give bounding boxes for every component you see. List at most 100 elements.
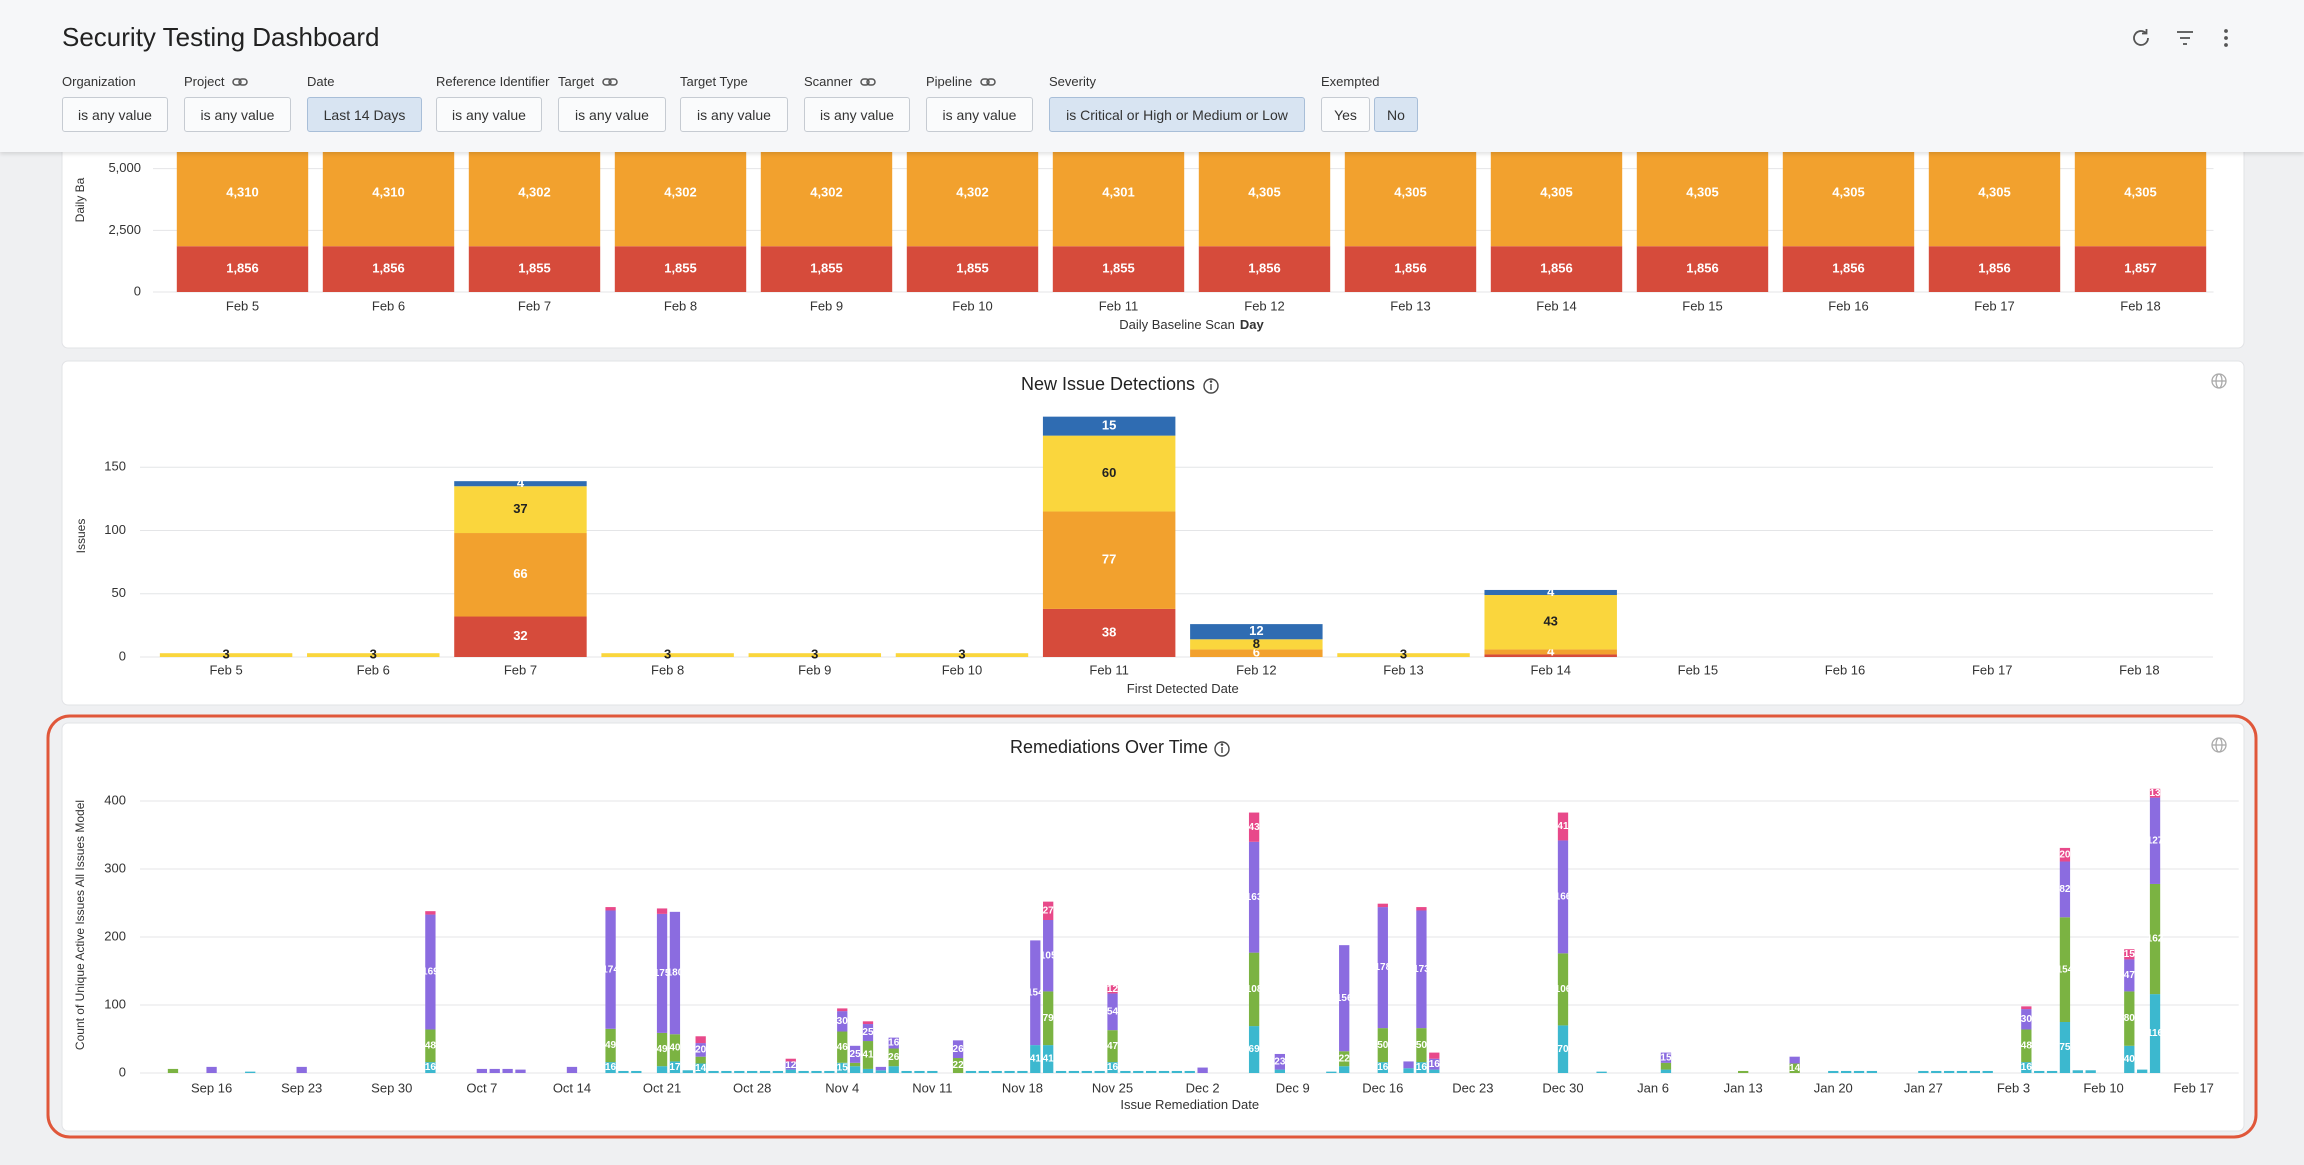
bar-segment: [1190, 639, 1323, 650]
filter-label: Exempted: [1321, 74, 1380, 89]
filter-button-text: is any value: [697, 106, 771, 123]
x-tick-label: Sep 23: [281, 1080, 322, 1095]
bar-segment: [2149, 883, 2161, 995]
filter-button[interactable]: is any value: [184, 97, 291, 132]
toggle-button[interactable]: No: [1374, 97, 1418, 132]
bar-segment: [1274, 1069, 1285, 1073]
filter-label-text: Exempted: [1321, 74, 1380, 89]
filter-label-text: Severity: [1049, 74, 1096, 89]
info-icon[interactable]: [1203, 378, 1219, 394]
data-label: 1,856: [372, 261, 405, 276]
filter-button-text: is any value: [575, 106, 649, 123]
bar-segment: [772, 1070, 784, 1073]
dashboard-title: Security Testing Dashboard: [62, 22, 380, 52]
filter-button[interactable]: is any value: [926, 97, 1033, 132]
bar-segment: [489, 1068, 500, 1073]
bar-segment: [1052, 140, 1185, 247]
data-label: 16: [1429, 1059, 1441, 1070]
filter-button[interactable]: is any value: [804, 97, 910, 132]
filter-button[interactable]: is any value: [62, 97, 168, 132]
bar-segment: [759, 1070, 771, 1073]
bar-segment: [1339, 1066, 1350, 1073]
filter-button[interactable]: is Critical or High or Medium or Low: [1049, 97, 1305, 132]
data-label: 1,857: [2124, 261, 2157, 276]
data-label: 82: [2059, 884, 2071, 895]
bar-segment: [991, 1070, 1002, 1073]
y-axis-title: Issues: [74, 519, 88, 554]
data-label: 106: [1555, 984, 1572, 995]
bar-segment: [425, 1029, 436, 1063]
data-label: 49: [656, 1044, 668, 1055]
info-icon[interactable]: [1214, 741, 1230, 757]
x-tick-label: Feb 16: [1828, 298, 1868, 313]
data-label: 178: [1374, 962, 1391, 973]
bar-segment: [2149, 797, 2161, 884]
data-label: 16: [2021, 1062, 2033, 1073]
card: [61, 722, 2245, 1132]
data-label: 16: [605, 1062, 617, 1073]
filter-label: Target: [558, 74, 618, 89]
filter-button[interactable]: Last 14 Days: [307, 97, 422, 132]
x-axis-title: Issue Remediation Date: [1120, 1097, 1259, 1112]
bar-segment: [1030, 1045, 1041, 1073]
filter-icon[interactable]: [2177, 31, 2193, 45]
bar-segment: [849, 1045, 861, 1063]
data-label: 30: [2021, 1014, 2033, 1025]
bar-segment: [1557, 812, 1569, 841]
x-tick-label: Feb 14: [1536, 298, 1576, 313]
link-icon[interactable]: [980, 77, 997, 87]
y-tick-label: 100: [104, 522, 126, 537]
bar-segment: [862, 1021, 874, 1025]
bar-segment: [1377, 1028, 1388, 1063]
bar-segment: [914, 1070, 925, 1073]
bar-segment: [1107, 985, 1118, 994]
filter-button[interactable]: is any value: [680, 97, 788, 132]
bar-segment: [1377, 1062, 1388, 1073]
x-tick-label: Sep 30: [371, 1080, 412, 1095]
bar-segment: [875, 1070, 887, 1073]
data-label: 32: [513, 628, 527, 643]
globe-icon[interactable]: [2211, 737, 2227, 753]
filter-label: Pipeline: [926, 74, 997, 89]
bar-segment: [1490, 140, 1623, 247]
data-label: 41: [1030, 1054, 1042, 1065]
bar-segment: [468, 140, 601, 247]
bar-segment: [695, 1063, 706, 1073]
bar-segment: [1055, 1070, 1067, 1073]
bar-segment: [1956, 1070, 1968, 1073]
bar-segment: [1429, 1052, 1440, 1059]
data-label: 40: [669, 1042, 681, 1053]
bar-segment: [1789, 1063, 1800, 1073]
bar-segment: [748, 653, 882, 657]
x-tick-label: Oct 21: [643, 1080, 681, 1095]
link-icon[interactable]: [860, 77, 877, 87]
bar-segment: [1198, 246, 1331, 292]
data-label: 1,855: [810, 261, 843, 276]
filter-button-text: Last 14 Days: [323, 106, 406, 123]
toggle-button[interactable]: Yes: [1321, 97, 1370, 132]
data-label: 1,856: [1248, 261, 1281, 276]
filter-button[interactable]: is any value: [436, 97, 542, 132]
bar-segment: [1429, 1058, 1440, 1070]
bar-segment: [614, 140, 747, 247]
bar-segment: [454, 481, 587, 487]
bar-segment: [2072, 1070, 2083, 1073]
toggle-button-text: Yes: [1334, 106, 1357, 123]
bar-segment: [1042, 435, 1176, 512]
data-label: 169: [422, 967, 439, 978]
x-axis-title-text: Daily Baseline Scan: [1119, 317, 1235, 332]
more-icon[interactable]: [2224, 29, 2228, 47]
link-icon[interactable]: [232, 77, 249, 87]
bar-segment: [167, 1068, 179, 1073]
refresh-icon[interactable]: [2133, 29, 2149, 46]
bar-segment: [849, 1062, 861, 1067]
bar-segment: [1557, 953, 1569, 1026]
data-label: 41: [1043, 1054, 1055, 1065]
globe-icon[interactable]: [2211, 373, 2227, 389]
filter-button[interactable]: is any value: [558, 97, 666, 132]
data-label: 163: [1246, 892, 1263, 903]
bar-segment: [176, 246, 309, 292]
filter-label: Scanner: [804, 74, 877, 89]
link-icon[interactable]: [602, 77, 618, 87]
bar-segment: [2021, 1006, 2032, 1010]
